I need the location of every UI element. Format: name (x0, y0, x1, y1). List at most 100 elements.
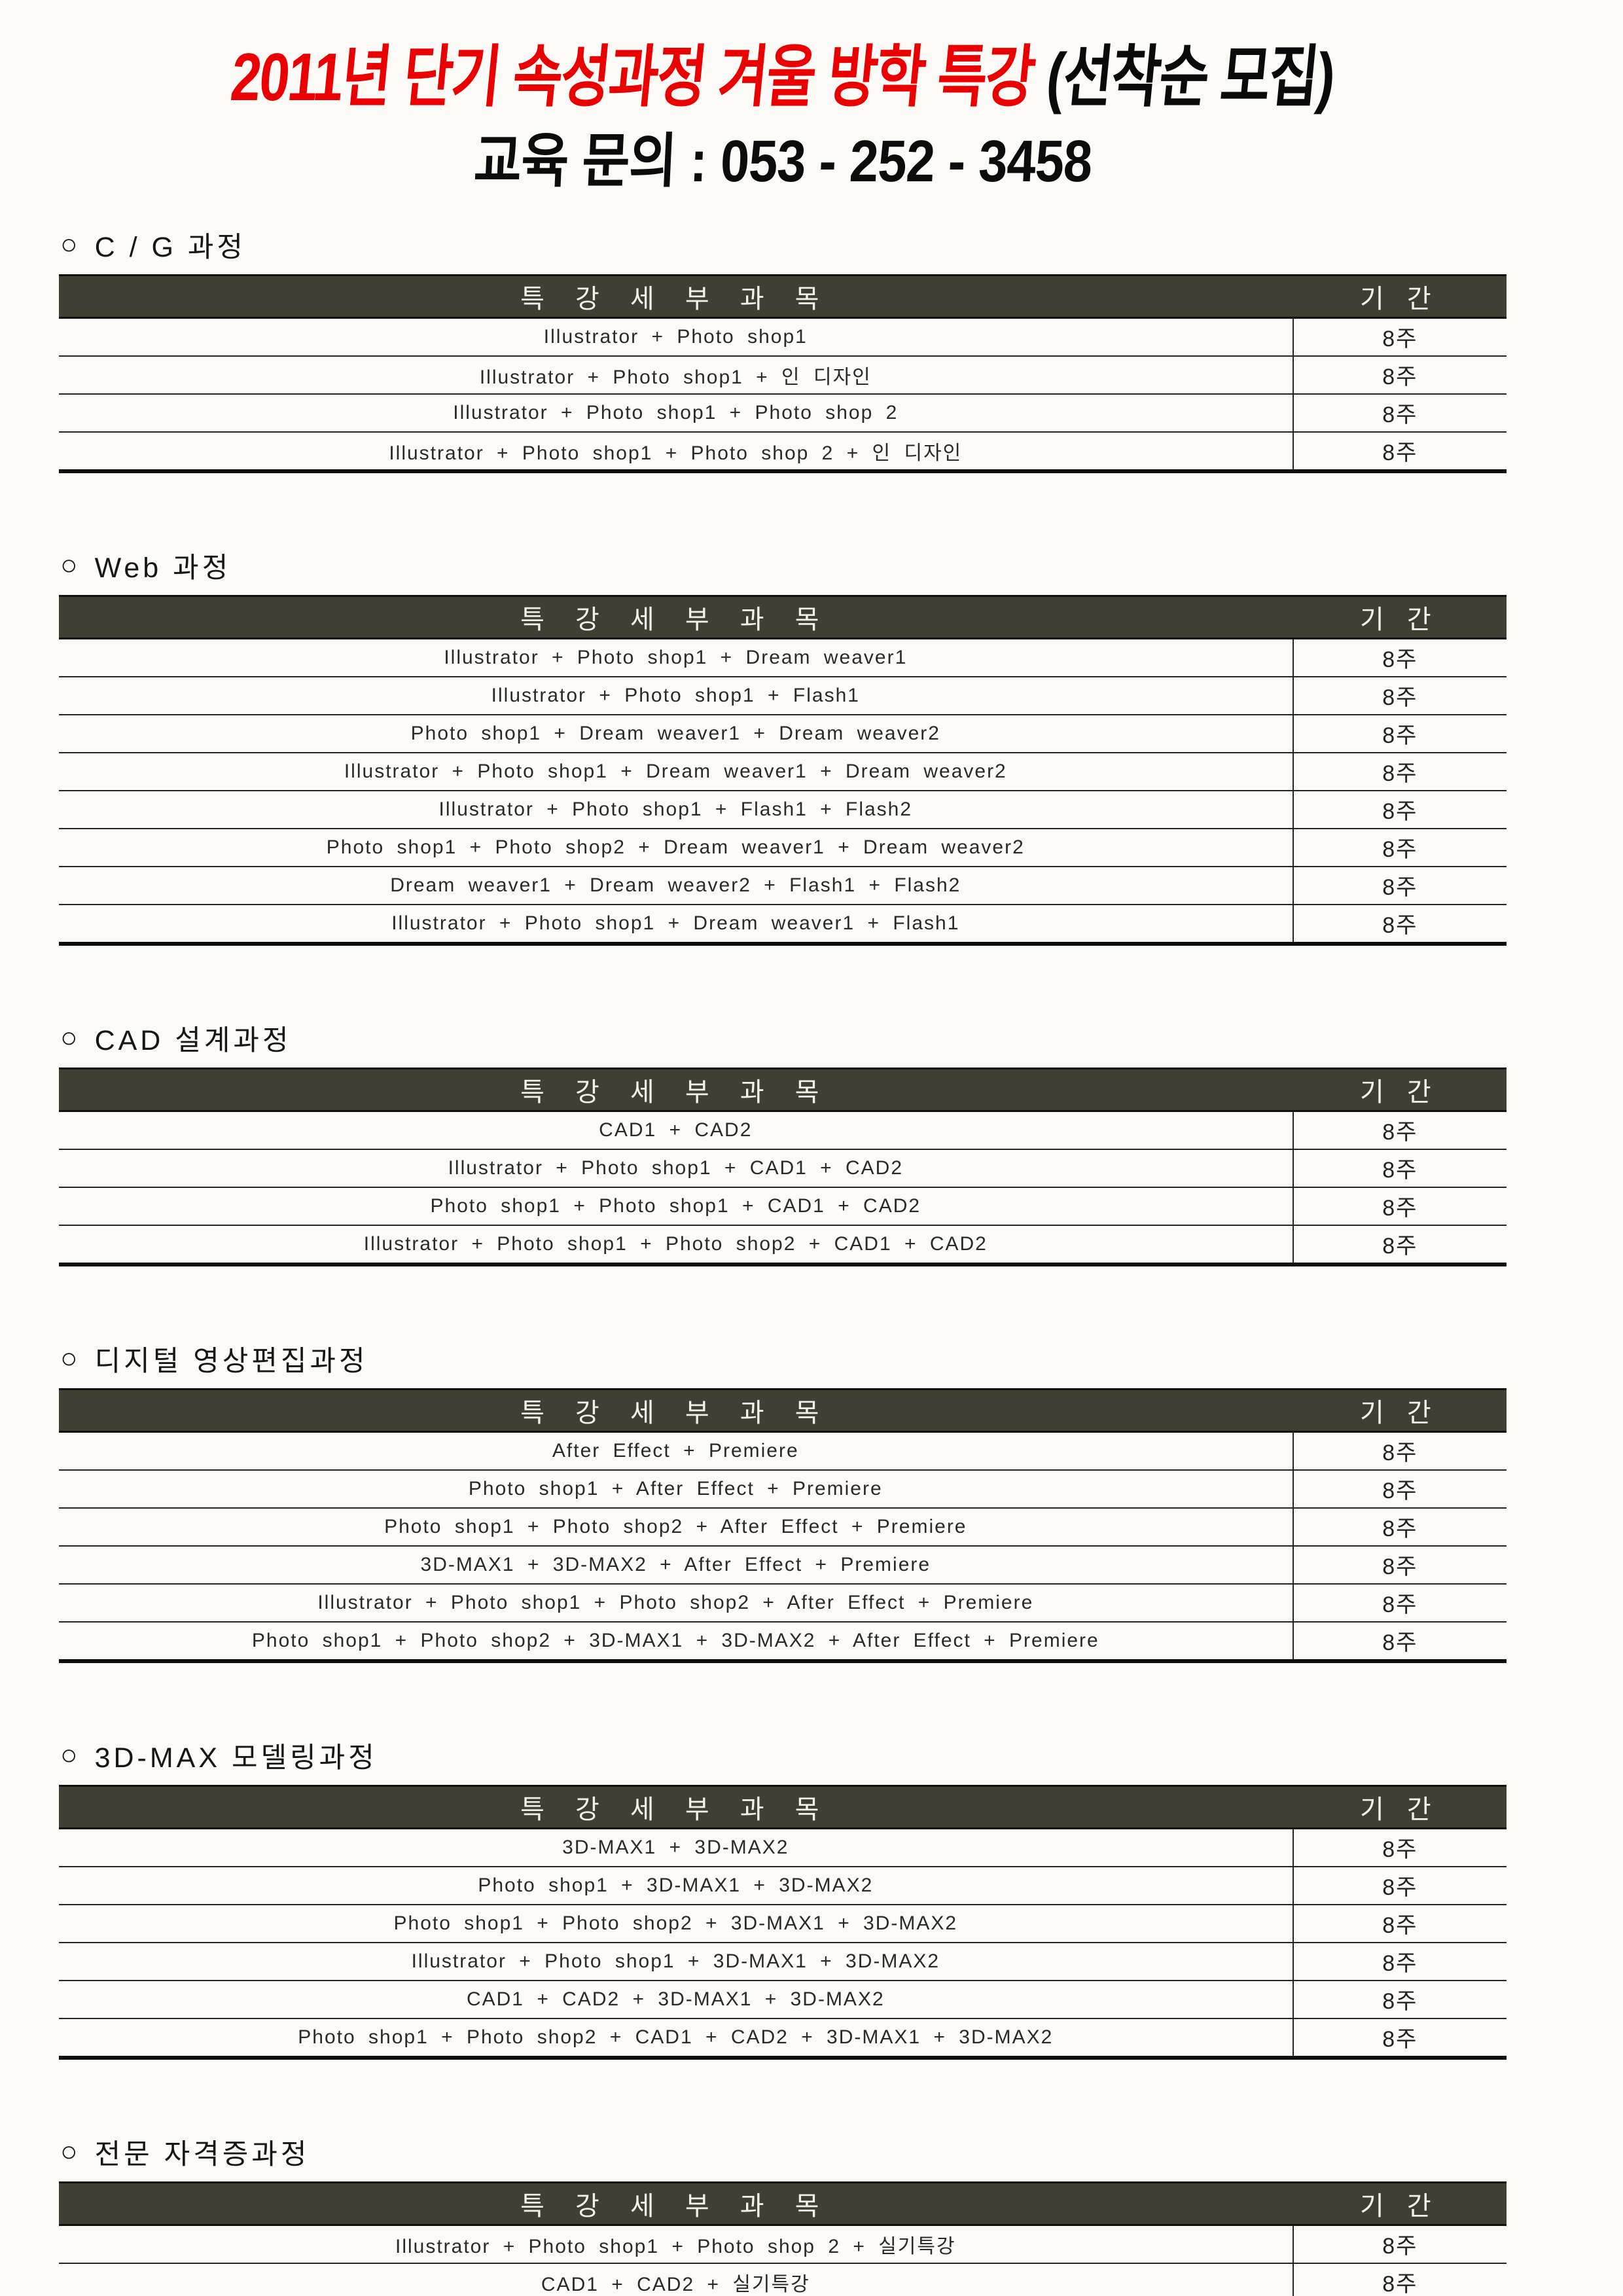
subject-cell: CAD1 + CAD2 (599, 1119, 753, 1141)
table-row: Photo shop1 + Dream weaver1 + Dream weav… (59, 715, 1507, 753)
period-cell: 8주 (1292, 432, 1507, 469)
subject-cell: Illustrator + Photo shop1 (543, 325, 808, 348)
subject-cell: Photo shop1 + Photo shop2 + After Effect… (384, 1515, 967, 1537)
table-row: Illustrator + Photo shop1 + Photo shop 2… (59, 432, 1507, 473)
section-heading: ○ 3D-MAX 모델링과정 (60, 1735, 1507, 1776)
subject-cell: Illustrator + Photo shop1 + Dream weaver… (444, 646, 908, 668)
period-cell: 8주 (1292, 905, 1507, 942)
subject-cell: Photo shop1 + Photo shop2 + 3D-MAX1 + 3D… (393, 1912, 958, 1934)
subject-cell: 3D-MAX1 + 3D-MAX2 (562, 1836, 789, 1858)
period-cell: 8주 (1292, 1905, 1507, 1942)
subject-cell: After Effect + Premiere (552, 1439, 799, 1462)
table-row: Photo shop1 + Photo shop2 + 3D-MAX1 + 3D… (59, 1622, 1507, 1663)
page-title-red: 2011년 단기 속성과정 겨울 방학 특강 (228, 39, 1052, 115)
table-row: Illustrator + Photo shop1 + 인 디자인 8주 (59, 356, 1507, 395)
subject-cell: Illustrator + Photo shop1 + Photo shop2 … (363, 1232, 988, 1255)
section-certification: ○ 전문 자격증과정 특 강 세 부 과 목 기 간 Illustrator +… (59, 2132, 1507, 2296)
subject-cell: Photo shop1 + 3D-MAX1 + 3D-MAX2 (478, 1874, 874, 1896)
table-row: Illustrator + Photo shop1 + Flash1 + Fla… (59, 791, 1507, 829)
circle-bullet-icon: ○ (60, 548, 78, 581)
table-header-period: 기 간 (1359, 1398, 1439, 1427)
subject-cell: Photo shop1 + Photo shop2 + Dream weaver… (326, 836, 1025, 858)
table-header-period: 기 간 (1359, 605, 1439, 634)
table-row: Illustrator + Photo shop1 + Photo shop2 … (59, 1225, 1507, 1266)
section-heading: ○ C / G 과정 (60, 224, 1507, 265)
period-cell: 8주 (1292, 1225, 1507, 1263)
page-title-parenthetical: (선착순 모집) (1043, 39, 1338, 115)
table-row: CAD1 + CAD2 8주 (59, 1111, 1507, 1150)
table-body: Illustrator + Photo shop1 8주 Illustrator… (59, 318, 1507, 473)
section-title: Web 과정 (94, 552, 232, 584)
period-cell: 8주 (1292, 394, 1507, 431)
table-body: After Effect + Premiere 8주 Photo shop1 +… (59, 1432, 1507, 1663)
section-digital-video: ○ 디지털 영상편집과정 특 강 세 부 과 목 기 간 After Effec… (59, 1338, 1507, 1663)
table-row: Illustrator + Photo shop1 8주 (59, 318, 1507, 357)
table-row: Illustrator + Photo shop1 + 3D-MAX1 + 3D… (59, 1943, 1507, 1981)
period-cell: 8주 (1292, 639, 1507, 676)
period-cell: 8주 (1292, 1470, 1507, 1507)
table-header-bar: 특 강 세 부 과 목 기 간 (59, 1784, 1507, 1829)
circle-bullet-icon: ○ (60, 1738, 78, 1771)
table-row: Illustrator + Photo shop1 + Photo shop 2… (59, 2225, 1507, 2264)
subject-cell: Illustrator + Photo shop1 + Photo shop 2 (453, 401, 899, 423)
table-row: Photo shop1 + After Effect + Premiere 8주 (59, 1470, 1507, 1509)
period-cell: 8주 (1292, 715, 1507, 752)
circle-bullet-icon: ○ (60, 2135, 78, 2168)
period-cell: 8주 (1292, 1981, 1507, 2018)
contact-line: 교육 문의 : 053 - 252 - 3458 (59, 126, 1507, 197)
table-header-subject: 특 강 세 부 과 목 (520, 284, 831, 314)
course-table: 특 강 세 부 과 목 기 간 Illustrator + Photo shop… (59, 2181, 1507, 2296)
period-cell: 8주 (1292, 829, 1507, 866)
period-cell: 8주 (1292, 677, 1507, 714)
course-table: 특 강 세 부 과 목 기 간 Illustrator + Photo shop… (59, 594, 1507, 946)
section-heading: ○ CAD 설계과정 (60, 1018, 1507, 1058)
table-header-subject: 특 강 세 부 과 목 (520, 1077, 831, 1107)
table-header-subject: 특 강 세 부 과 목 (520, 1795, 831, 1824)
table-row: Photo shop1 + 3D-MAX1 + 3D-MAX2 8주 (59, 1867, 1507, 1905)
table-row: Photo shop1 + Photo shop2 + 3D-MAX1 + 3D… (59, 1905, 1507, 1943)
period-cell: 8주 (1292, 1546, 1507, 1583)
table-body: Illustrator + Photo shop1 + Photo shop 2… (59, 2225, 1507, 2296)
table-row: Illustrator + Photo shop1 + CAD1 + CAD2 … (59, 1149, 1507, 1188)
period-cell: 8주 (1292, 318, 1507, 355)
table-header-bar: 특 강 세 부 과 목 기 간 (59, 594, 1507, 639)
table-header-period: 기 간 (1359, 284, 1439, 314)
period-cell: 8주 (1292, 2225, 1507, 2263)
section-web: ○ Web 과정 특 강 세 부 과 목 기 간 Illustrator + P… (59, 545, 1507, 946)
period-cell: 8주 (1292, 1943, 1507, 1980)
subject-cell: CAD1 + CAD2 + 실기특강 (541, 2273, 810, 2295)
subject-cell: Illustrator + Photo shop1 + CAD1 + CAD2 (448, 1157, 904, 1179)
period-cell: 8주 (1292, 1149, 1507, 1187)
period-cell: 8주 (1292, 1622, 1507, 1659)
circle-bullet-icon: ○ (60, 1342, 78, 1374)
course-table: 특 강 세 부 과 목 기 간 3D-MAX1 + 3D-MAX2 8주 Pho… (59, 1784, 1507, 2060)
period-cell: 8주 (1292, 1829, 1507, 1866)
section-3dmax: ○ 3D-MAX 모델링과정 특 강 세 부 과 목 기 간 3D-MAX1 +… (59, 1735, 1507, 2060)
table-row: Illustrator + Photo shop1 + Photo shop 2… (59, 394, 1507, 433)
course-table: 특 강 세 부 과 목 기 간 CAD1 + CAD2 8주 Illustrat… (59, 1067, 1507, 1266)
period-cell: 8주 (1292, 1508, 1507, 1545)
subject-cell: Photo shop1 + Photo shop2 + CAD1 + CAD2 … (298, 2026, 1054, 2048)
subject-cell: Illustrator + Photo shop1 + Photo shop 2… (389, 442, 963, 464)
section-heading: ○ 전문 자격증과정 (60, 2132, 1507, 2172)
period-cell: 8주 (1292, 791, 1507, 828)
table-row: Illustrator + Photo shop1 + Flash1 8주 (59, 677, 1507, 715)
table-row: Photo shop1 + Photo shop2 + Dream weaver… (59, 829, 1507, 867)
table-header-subject: 특 강 세 부 과 목 (520, 605, 831, 634)
subject-cell: Illustrator + Photo shop1 + 3D-MAX1 + 3D… (411, 1950, 940, 1972)
table-header-period: 기 간 (1359, 1795, 1439, 1824)
period-cell: 8주 (1292, 753, 1507, 790)
table-row: Dream weaver1 + Dream weaver2 + Flash1 +… (59, 867, 1507, 905)
section-title: C / G 과정 (94, 231, 246, 263)
subject-cell: Photo shop1 + Photo shop1 + CAD1 + CAD2 (430, 1194, 921, 1217)
table-row: CAD1 + CAD2 + 3D-MAX1 + 3D-MAX2 8주 (59, 1981, 1507, 2019)
table-row: Photo shop1 + Photo shop1 + CAD1 + CAD2 … (59, 1187, 1507, 1226)
period-cell: 8주 (1292, 1187, 1507, 1225)
circle-bullet-icon: ○ (60, 228, 78, 260)
table-row: 3D-MAX1 + 3D-MAX2 8주 (59, 1829, 1507, 1867)
period-cell: 8주 (1292, 1432, 1507, 1469)
table-body: Illustrator + Photo shop1 + Dream weaver… (59, 639, 1507, 946)
table-row: 3D-MAX1 + 3D-MAX2 + After Effect + Premi… (59, 1546, 1507, 1585)
table-header-bar: 특 강 세 부 과 목 기 간 (59, 1067, 1507, 1112)
period-cell: 8주 (1292, 867, 1507, 904)
